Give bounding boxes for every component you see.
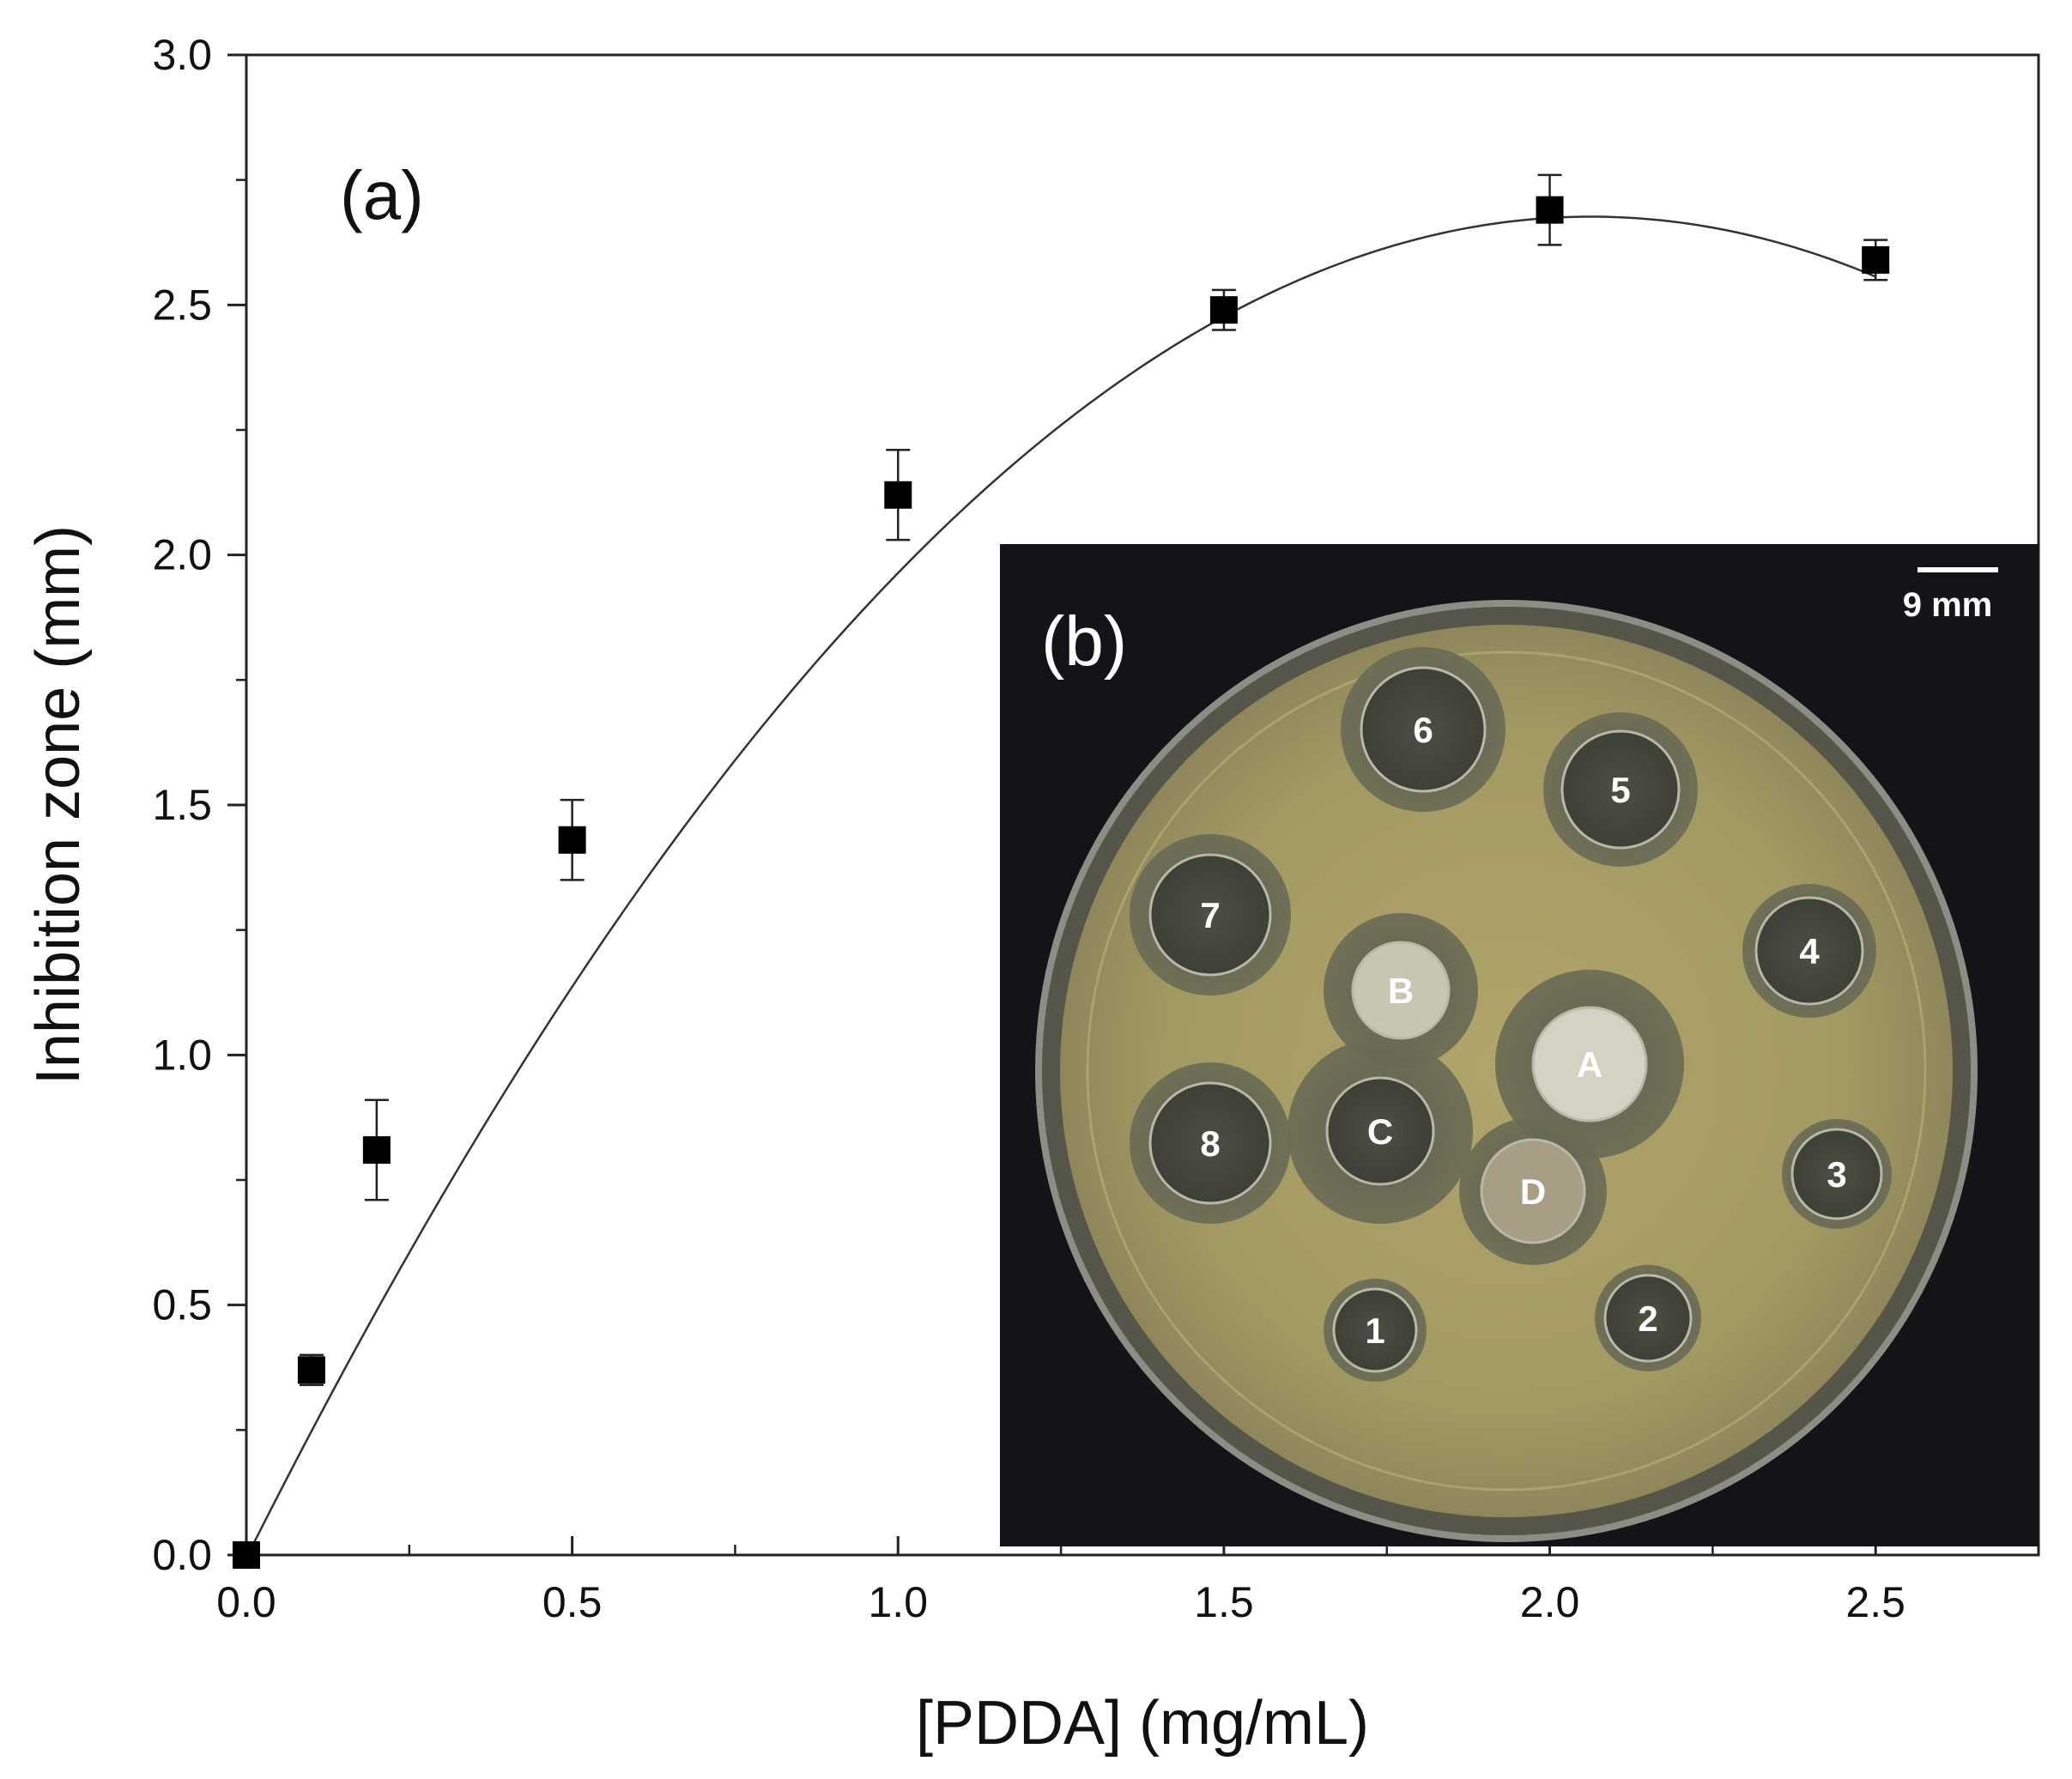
panel-label-a: (a) (340, 157, 424, 233)
well-label: 2 (1638, 1298, 1657, 1339)
data-point (362, 1136, 391, 1165)
sample-disc (1325, 1076, 1435, 1186)
y-tick-label: 1.5 (152, 781, 212, 829)
well-label: A (1577, 1044, 1602, 1085)
inset-panel-label: (b) (1041, 602, 1127, 681)
sample-disc (1754, 896, 1864, 1006)
sample-disc (1351, 941, 1451, 1040)
x-axis-label: [PDDA] (mg/mL) (916, 1689, 1369, 1758)
well-label: D (1520, 1171, 1546, 1212)
inset-photo: 1 2 3 4 5 6 7 8 A B C D 9 mm (b) (1000, 544, 2039, 1546)
well-label: 3 (1827, 1154, 1846, 1195)
y-tick-label: 2.0 (152, 531, 212, 579)
fit-curve (245, 215, 1876, 1559)
scale-bar-label: 9 mm (1903, 586, 1993, 624)
points-layer (233, 173, 1890, 1569)
data-point (297, 1356, 325, 1384)
y-tick-label: 0.5 (152, 1281, 212, 1329)
wells-layer: 1 2 3 4 5 6 7 8 A B C D (1130, 647, 1892, 1382)
well-label: 6 (1413, 710, 1433, 750)
y-tick-label: 3.0 (152, 31, 212, 79)
data-point (558, 826, 586, 854)
y-tick-label: 2.5 (152, 281, 212, 329)
x-tick-label: 1.5 (1194, 1578, 1254, 1626)
x-tick-label: 1.0 (869, 1578, 929, 1626)
well-label: 5 (1610, 770, 1630, 810)
x-tick-label: 2.0 (1520, 1578, 1580, 1626)
well-label: B (1388, 971, 1414, 1011)
well-label: 7 (1200, 895, 1220, 935)
sample-disc (1148, 1081, 1272, 1205)
ticks-layer: 0.0 0.5 1.0 1.5 2.0 2.5 0.0 0.5 1.0 1.5 2.0 2.5 3.0 (152, 31, 1905, 1626)
y-tick-label: 1.0 (152, 1031, 212, 1079)
data-point (884, 481, 912, 509)
well-label: 4 (1799, 931, 1820, 971)
sample-disc (1360, 666, 1487, 793)
sample-disc (1148, 853, 1272, 977)
well-label: C (1367, 1111, 1393, 1152)
sample-disc (1480, 1138, 1586, 1244)
well-label: 8 (1200, 1123, 1220, 1164)
y-axis-label: Inhibition zone (mm) (24, 525, 93, 1085)
sample-disc (1531, 1006, 1648, 1122)
data-point (1536, 196, 1564, 224)
x-tick-label: 2.5 (1845, 1578, 1905, 1626)
well-label: 1 (1365, 1310, 1384, 1351)
x-tick-label: 0.0 (216, 1578, 276, 1626)
data-point (1209, 296, 1238, 324)
x-tick-label: 0.5 (542, 1578, 603, 1626)
sample-disc (1332, 1287, 1418, 1373)
sample-disc (1603, 1274, 1693, 1363)
data-point (1862, 245, 1890, 274)
data-point (233, 1541, 260, 1569)
petri-dish-inner-ring (1086, 650, 1927, 1492)
sample-disc (1560, 729, 1681, 850)
y-tick-label: 0.0 (152, 1531, 212, 1579)
sample-disc (1790, 1128, 1883, 1220)
